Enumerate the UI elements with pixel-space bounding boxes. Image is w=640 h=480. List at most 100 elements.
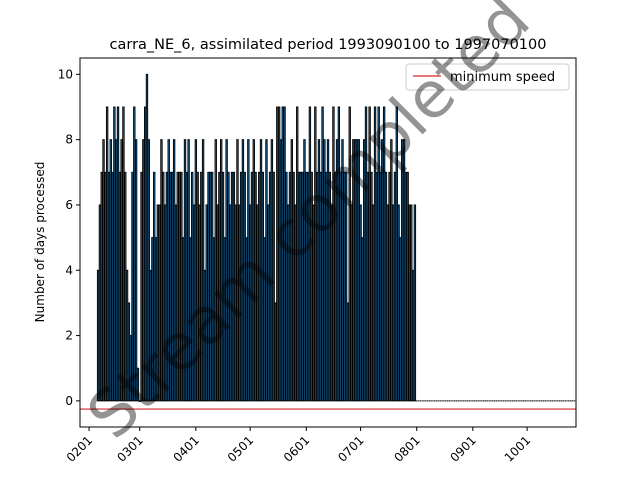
bar [402, 139, 406, 402]
bar-zero [495, 400, 498, 402]
bar [404, 171, 408, 402]
y-tick-label: 0 [65, 394, 73, 408]
bar-zero [531, 400, 534, 402]
bar-zero [417, 400, 420, 402]
bar-zero [470, 400, 472, 402]
bar-zero [441, 400, 443, 402]
bar [393, 171, 397, 402]
bar-zero [564, 400, 566, 402]
bar-zero [421, 400, 423, 402]
bar [391, 204, 395, 402]
bar-zero [486, 400, 489, 402]
legend: minimum speed [405, 63, 570, 91]
bar-zero [560, 400, 563, 402]
bar-zero [430, 400, 432, 402]
bar-zero [548, 400, 550, 402]
bar-zero [506, 400, 508, 402]
bar-zero [551, 400, 554, 402]
bar [361, 237, 364, 402]
chart-title: carra_NE_6, assimilated period 199309010… [110, 37, 547, 53]
bar-zero [452, 400, 454, 402]
bar-zero [549, 400, 552, 402]
bar-zero [481, 400, 483, 402]
bar-zero [566, 400, 568, 402]
bar-zero [515, 400, 517, 402]
bar-zero [499, 400, 501, 402]
bar-zero [571, 400, 574, 402]
bar-zero [544, 400, 546, 402]
legend-box [405, 63, 570, 91]
bar [109, 139, 112, 402]
bar-zero [484, 400, 487, 402]
bar-zero [472, 400, 474, 402]
bar [406, 171, 409, 402]
bar [274, 302, 277, 402]
bar-zero [555, 400, 557, 402]
y-tick-label: 4 [65, 263, 73, 277]
plot-area [79, 57, 577, 428]
bar-zero [423, 400, 425, 402]
bar-zero [557, 400, 559, 402]
bar [346, 302, 350, 402]
y-tick-label: 2 [65, 329, 73, 343]
bar [397, 204, 400, 402]
bar [401, 139, 404, 402]
bar [272, 171, 275, 402]
bar-zero [459, 400, 461, 402]
bar [100, 171, 103, 402]
bar-zero [539, 400, 541, 402]
y-axis: 0 2 4 6 8 10 [58, 67, 80, 408]
bar-zero [446, 400, 449, 402]
bar-zero [493, 400, 496, 402]
bar-zero [511, 400, 514, 402]
bar-zero [540, 400, 543, 402]
bar-zero [468, 400, 470, 402]
bars-group [96, 73, 576, 402]
bar-zero [432, 400, 434, 402]
bar-zero [492, 400, 494, 402]
bar-zero [473, 400, 476, 402]
bar-zero [553, 400, 555, 402]
legend-label-minimum-speed: minimum speed [450, 70, 555, 85]
bar-zero [490, 400, 492, 402]
bar-zero [450, 400, 452, 402]
bar-zero [448, 400, 451, 402]
bar [372, 204, 375, 402]
bar-zero [428, 400, 431, 402]
bar-zero [464, 400, 467, 402]
bar-zero [535, 400, 537, 402]
bar-zero [537, 400, 539, 402]
bar-zero [562, 400, 565, 402]
bar [411, 269, 415, 402]
bar [413, 204, 417, 402]
bar-zero [444, 400, 447, 402]
bar-zero [546, 400, 548, 402]
bar-zero [475, 400, 478, 402]
bar-zero [419, 400, 422, 402]
bar [98, 204, 102, 402]
bar-zero [569, 400, 572, 402]
bar-zero [457, 400, 460, 402]
bar-zero [522, 400, 525, 402]
bar-zero [461, 400, 463, 402]
bar-zero [501, 400, 503, 402]
bar [399, 237, 402, 402]
bar [379, 171, 382, 402]
bar [388, 171, 391, 402]
bar-zero [513, 400, 516, 402]
bar [375, 171, 379, 402]
bar-zero [426, 400, 429, 402]
bar-zero [526, 400, 528, 402]
bar [408, 204, 411, 402]
bar-zero [542, 400, 545, 402]
bar-zero [477, 400, 479, 402]
bar-zero [435, 400, 438, 402]
y-tick-label: 6 [65, 198, 73, 212]
bar-zero [463, 400, 465, 402]
bar [102, 139, 105, 402]
y-tick-label: 8 [65, 133, 73, 147]
bar-zero [455, 400, 458, 402]
bar [134, 139, 138, 402]
bar [104, 171, 107, 402]
